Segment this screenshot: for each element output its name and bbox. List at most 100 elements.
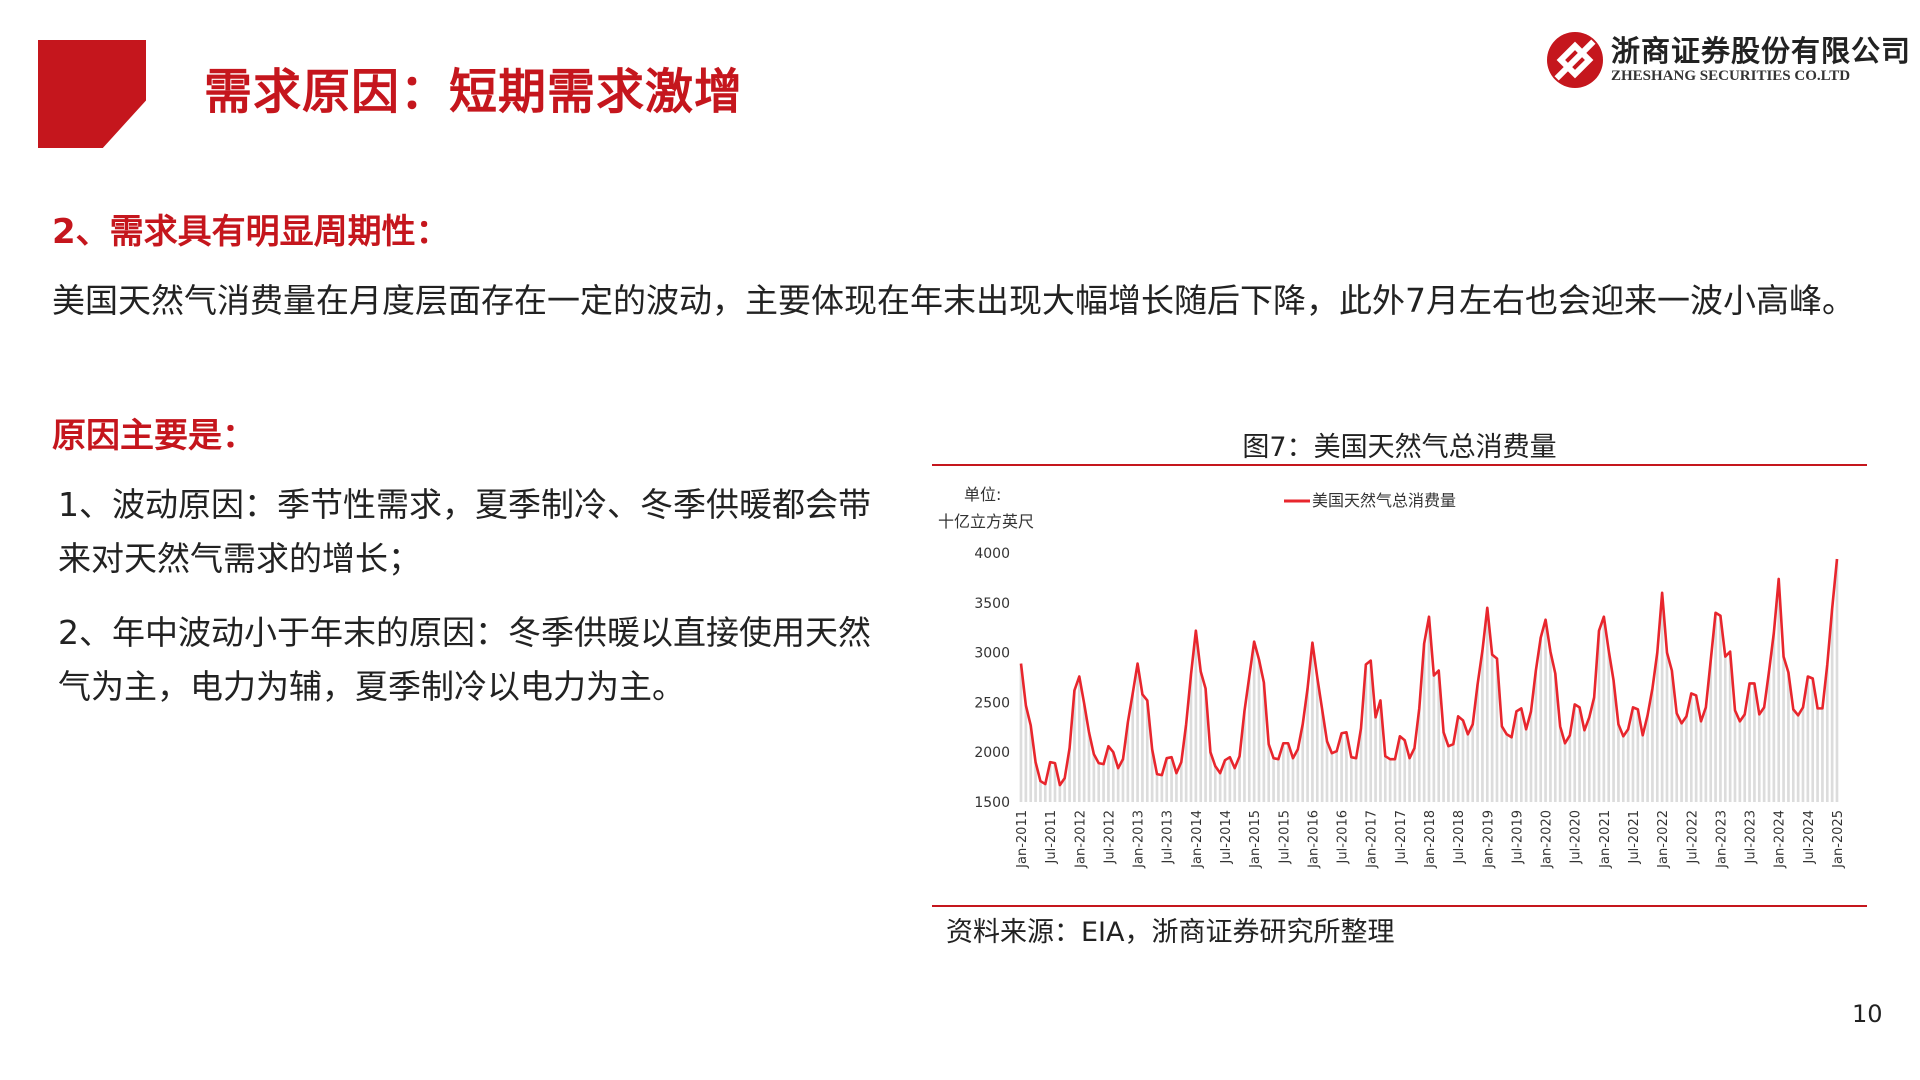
page-number: 10	[1852, 1000, 1883, 1028]
background-bar	[1111, 752, 1115, 802]
background-bar	[1825, 664, 1829, 802]
background-bar	[1029, 725, 1033, 802]
background-bar	[1267, 744, 1271, 802]
background-bar	[1510, 737, 1513, 802]
background-bar	[1505, 734, 1509, 802]
x-tick-label: Jan-2021	[1598, 810, 1613, 869]
background-bar	[1340, 733, 1343, 802]
background-bar	[1189, 674, 1193, 802]
background-bar	[1160, 775, 1164, 802]
background-bar	[1058, 785, 1062, 802]
background-bar	[1791, 709, 1795, 802]
background-bar	[1597, 630, 1601, 802]
background-bar	[1573, 704, 1577, 802]
background-bar	[1714, 612, 1717, 802]
background-bar	[1272, 758, 1275, 802]
background-bar	[1296, 749, 1300, 802]
background-bar	[1019, 663, 1023, 802]
background-bar	[1374, 717, 1377, 802]
chart-caption: 图7：美国天然气总消费量	[1242, 432, 1557, 463]
background-bar	[1772, 632, 1776, 802]
logo-name-cn: 浙商证券股份有限公司	[1611, 34, 1912, 68]
background-bar	[1043, 784, 1047, 802]
background-bar	[1427, 616, 1431, 802]
background-bar	[1145, 700, 1149, 802]
background-bar	[1233, 768, 1237, 802]
background-bar	[1335, 751, 1339, 802]
background-bar	[1485, 607, 1489, 802]
background-bar	[1500, 726, 1504, 802]
background-bar	[1053, 763, 1057, 802]
y-axis-unit-line2: 十亿立方英尺	[938, 512, 1034, 531]
background-bar	[1116, 768, 1120, 802]
background-bar	[1325, 741, 1329, 802]
background-bar	[1578, 707, 1581, 802]
background-bar	[1320, 709, 1324, 802]
background-bar	[1777, 578, 1781, 802]
x-tick-label: Jul-2011	[1044, 810, 1059, 864]
background-bar	[1315, 677, 1319, 802]
x-tick-label: Jan-2012	[1073, 810, 1088, 869]
reason-point-2: 2、年中波动小于年末的原因：冬季供暖以直接使用天然气为主，电力为辅，夏季制冷以电…	[58, 613, 871, 706]
background-bar	[1748, 683, 1751, 802]
background-bar	[1544, 619, 1547, 802]
background-bar	[1379, 700, 1382, 802]
background-bar	[1675, 713, 1679, 802]
background-bar	[1796, 715, 1800, 802]
x-axis-ticks: Jan-2011 Jul-2011 Jan-2012 Jul-2012 Jan-2013…	[1015, 810, 1846, 869]
chart-source-note: 资料来源：EIA，浙商证券研究所整理	[946, 917, 1395, 948]
x-tick-label: Jul-2023	[1744, 810, 1759, 864]
background-bar	[1204, 688, 1207, 802]
background-bar	[1281, 743, 1285, 802]
background-bar	[1369, 660, 1373, 802]
background-bar	[1277, 759, 1280, 802]
background-bar	[1733, 710, 1737, 802]
background-bar	[1437, 670, 1441, 802]
background-bar	[1311, 642, 1314, 802]
background-bar	[1408, 758, 1411, 802]
background-bar	[1753, 683, 1756, 802]
y-axis-unit-line1: 单位:	[964, 485, 1001, 504]
reason-point-1: 1、波动原因：季节性需求，夏季制冷、冬季供暖都会带来对天然气需求的增长；	[58, 485, 871, 578]
x-tick-label: Jan-2013	[1132, 810, 1147, 869]
y-tick-label: 3500	[974, 596, 1010, 612]
background-bar	[1558, 726, 1562, 802]
background-bar	[1068, 748, 1071, 802]
logo-mark-icon	[1547, 32, 1603, 88]
legend-label: 美国天然气总消费量	[1312, 491, 1456, 510]
section-heading-reasons: 原因主要是：	[52, 416, 256, 456]
x-tick-label: Jan-2020	[1540, 810, 1555, 869]
background-bar	[1592, 697, 1596, 802]
background-bar	[1670, 670, 1674, 802]
background-bar	[1257, 659, 1261, 802]
background-bar	[1398, 736, 1402, 802]
x-tick-label: Jul-2016	[1336, 810, 1351, 864]
background-bar	[1165, 758, 1169, 802]
y-tick-label: 2500	[974, 695, 1010, 711]
background-bar	[1646, 715, 1649, 802]
header-accent-block	[38, 40, 146, 148]
background-bar	[1709, 660, 1713, 802]
background-bar	[1447, 746, 1450, 802]
background-bar	[1583, 730, 1586, 802]
background-bar	[1811, 678, 1815, 802]
background-bar	[1660, 592, 1664, 802]
background-bar	[1150, 749, 1154, 802]
chart-top-rule	[932, 464, 1867, 466]
background-bar	[1422, 643, 1426, 802]
background-bar	[1247, 676, 1251, 802]
background-bar	[1345, 732, 1348, 802]
background-bar	[1063, 778, 1067, 802]
x-tick-label: Jul-2017	[1394, 810, 1409, 864]
x-tick-label: Jul-2013	[1161, 810, 1176, 864]
background-bar	[1680, 723, 1683, 802]
gas-consumption-chart: 1500 2000 2500 3000 3500 4000 Jan-2011 Jul-201…	[938, 485, 1846, 869]
background-bar	[1199, 671, 1203, 802]
background-bar	[1024, 705, 1028, 802]
background-bar	[1393, 759, 1397, 802]
background-bar	[1641, 735, 1645, 802]
background-bar	[1223, 760, 1227, 802]
background-bar	[1461, 720, 1465, 802]
x-tick-label: Jan-2025	[1831, 810, 1846, 869]
x-tick-label: Jul-2024	[1802, 810, 1817, 864]
